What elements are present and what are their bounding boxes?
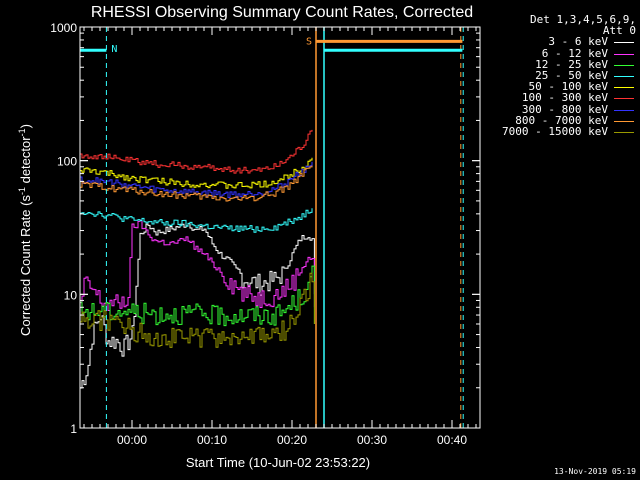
y-tick-label: 1 <box>70 422 77 436</box>
legend-detectors: Det 1,3,4,5,6,9, <box>530 13 636 26</box>
series-line <box>80 265 315 327</box>
y-tick-label: 10 <box>64 288 78 302</box>
legend-label: 800 - 7000 keV <box>515 113 608 127</box>
series-line <box>80 272 315 348</box>
legend-item: 25 - 50 keV <box>480 70 636 81</box>
legend-label: 6 - 12 keV <box>541 46 608 60</box>
legend-label: 7000 - 15000 keV <box>502 125 608 139</box>
legend-item: 3 - 6 keV <box>480 35 636 49</box>
legend-label: 25 - 50 keV <box>535 69 608 83</box>
x-tick-label: 00:30 <box>357 433 387 447</box>
x-axis-label: Start Time (10-Jun-02 23:53:22) <box>186 455 370 470</box>
legend-item: 800 - 7000 keV <box>480 115 636 126</box>
series-line <box>80 157 313 189</box>
chart-title: RHESSI Observing Summary Count Rates, Co… <box>91 4 473 21</box>
generation-timestamp: 13-Nov-2019 05:19 <box>554 467 636 476</box>
x-tick-label: 00:40 <box>437 433 467 447</box>
legend-swatch <box>614 76 634 78</box>
legend-swatch <box>614 87 634 89</box>
legend-swatch <box>614 98 634 100</box>
legend-item: 12 - 25 keV <box>480 59 636 70</box>
flag-label: N <box>111 44 117 55</box>
legend-label: 3 - 6 keV <box>548 35 608 49</box>
legend-label: 300 - 800 keV <box>521 102 608 116</box>
marker-lines <box>105 27 464 428</box>
legend-item: 7000 - 15000 keV <box>480 126 636 137</box>
legend-label: 12 - 25 keV <box>535 57 608 71</box>
legend-swatch <box>614 120 634 122</box>
series-line <box>80 219 315 311</box>
legend-item: 300 - 800 keV <box>480 104 636 115</box>
legend-item: 100 - 300 keV <box>480 91 636 105</box>
series-line <box>80 161 313 199</box>
y-axis-label: Corrected Count Rate (s-1 detector-1) <box>17 124 33 336</box>
flag-label: S <box>306 36 312 47</box>
legend-swatch <box>614 64 634 66</box>
legend-swatch <box>614 53 634 55</box>
x-tick-label: 00:20 <box>277 433 307 447</box>
legend: Det 1,3,4,5,6,9, Att 0 3 - 6 keV 6 - 12 k… <box>480 14 636 137</box>
legend-label: 100 - 300 keV <box>521 91 608 105</box>
legend-item: 6 - 12 keV <box>480 48 636 59</box>
axes: 00:00 00:10 00:20 00:30 00:40 1 10 100 1000 <box>50 21 481 447</box>
legend-item: 50 - 100 keV <box>480 81 636 92</box>
plot-frame <box>79 26 481 429</box>
legend-label: 50 - 100 keV <box>528 80 608 94</box>
series-line <box>80 129 313 174</box>
legend-swatch <box>614 109 634 111</box>
series-line <box>80 208 313 233</box>
series-layer <box>80 129 315 389</box>
legend-attenuator: Att 0 <box>602 24 636 38</box>
x-tick-label: 00:10 <box>197 433 227 447</box>
flag-bars: NS <box>80 36 463 55</box>
legend-swatch <box>614 42 634 44</box>
y-tick-label: 1000 <box>50 21 77 35</box>
legend-swatch <box>614 132 634 134</box>
y-tick-label: 100 <box>57 155 77 169</box>
series-line <box>80 165 313 202</box>
legend-items: 3 - 6 keV 6 - 12 keV 12 - 25 keV 25 - 50 ke… <box>480 36 636 137</box>
series-line <box>80 223 315 389</box>
x-tick-label: 00:00 <box>117 433 147 447</box>
